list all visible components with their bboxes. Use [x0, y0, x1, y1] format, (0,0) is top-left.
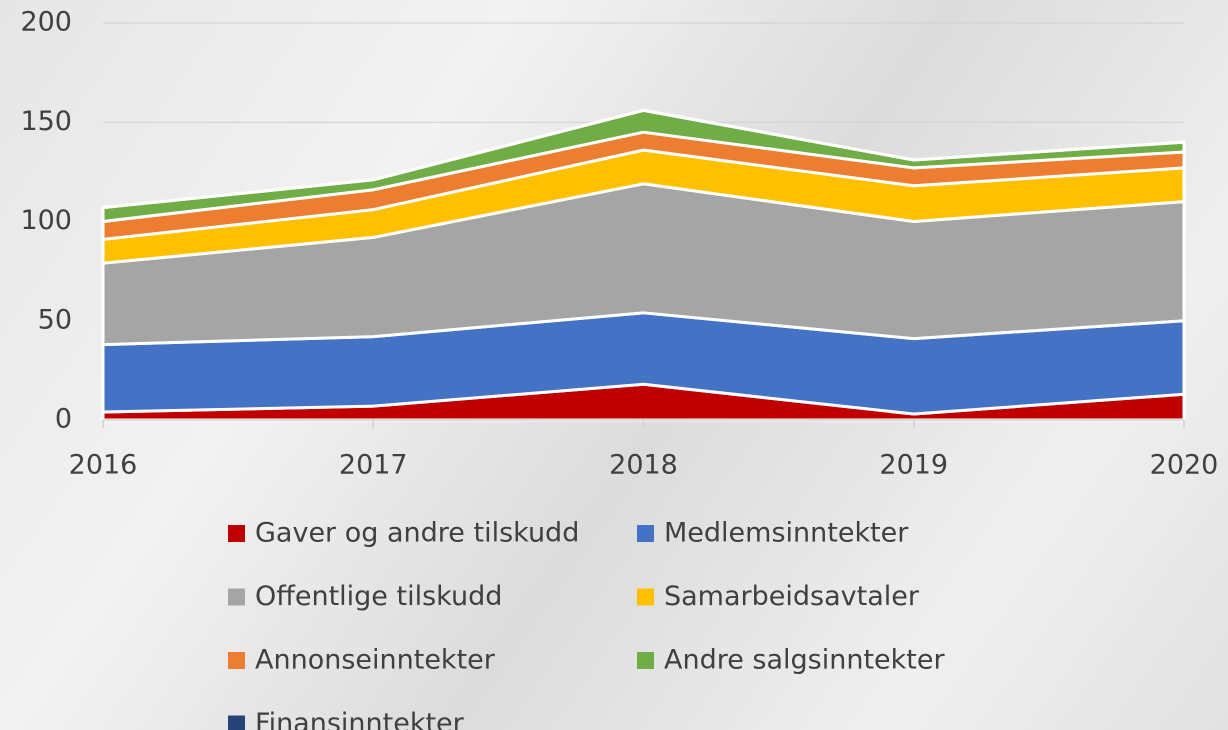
x-tick-label: 2020	[1150, 450, 1219, 481]
legend-swatch	[228, 715, 245, 730]
legend-swatch	[637, 588, 654, 606]
y-tick-label: 50	[38, 304, 72, 335]
y-tick-label: 100	[20, 205, 72, 236]
y-tick-label: 150	[20, 106, 72, 137]
legend-label: Annonseinntekter	[255, 645, 496, 676]
legend-label: Finansinntekter	[255, 708, 465, 730]
x-tick-label: 2019	[879, 450, 948, 481]
x-tick-label: 2018	[609, 450, 678, 481]
legend-swatch	[228, 652, 245, 669]
legend-label: Offentlige tilskudd	[255, 581, 502, 612]
legend-swatch	[228, 588, 245, 606]
x-tick-label: 2017	[339, 450, 408, 481]
y-tick-label: 0	[55, 404, 72, 435]
legend-swatch	[637, 652, 654, 669]
area	[101, 108, 1186, 210]
y-tick-label: 200	[20, 7, 72, 38]
x-tick-label: 2016	[69, 450, 138, 481]
legend-label: Andre salgsinntekter	[664, 645, 945, 676]
legend-label: Medlemsinntekter	[664, 518, 909, 549]
legend-label: Samarbeidsavtaler	[664, 581, 920, 612]
legend-swatch	[228, 525, 245, 542]
legend-swatch	[637, 525, 654, 542]
legend-label: Gaver og andre tilskudd	[255, 518, 579, 549]
